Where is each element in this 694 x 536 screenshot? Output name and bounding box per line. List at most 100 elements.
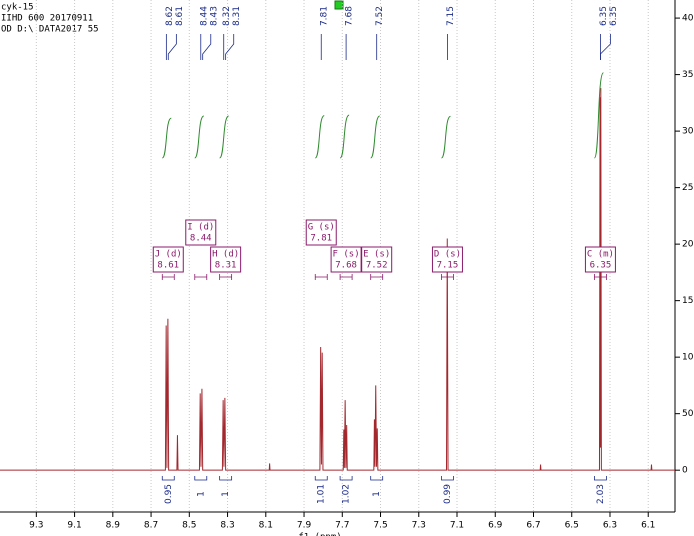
y-tick-label: 200 — [682, 240, 694, 250]
integral-curve — [314, 115, 325, 159]
integral-label: 1 — [196, 491, 206, 497]
header-text: IIHD 600 20170911 — [1, 14, 93, 24]
x-tick-label: 8.3 — [220, 521, 234, 531]
multiplet-label: J (d) — [155, 250, 182, 260]
x-tick-label: 8.9 — [106, 521, 121, 531]
integral-curve — [593, 72, 604, 159]
integral-bracket — [370, 476, 384, 481]
peak-connector — [202, 34, 212, 60]
multiplet-shift: 6.35 — [590, 261, 612, 271]
peak-label: 8.31 — [232, 6, 242, 26]
multiplet-box — [185, 219, 217, 246]
y-tick-label: 50 — [682, 409, 694, 419]
multiplet-box — [431, 246, 463, 273]
multiplet-label: D (s) — [434, 250, 461, 260]
x-tick-label: 8.1 — [259, 521, 273, 531]
multiplet-shift: 8.31 — [215, 261, 237, 271]
x-tick-label: 8.5 — [182, 521, 196, 531]
y-tick-label: 100 — [682, 353, 694, 363]
y-tick-label: 150 — [682, 296, 694, 306]
integral-label: 1.01 — [317, 484, 327, 504]
integral-curve — [339, 114, 350, 159]
x-axis-label: f1 (ppm) — [298, 533, 341, 536]
x-tick-label: 7.3 — [412, 521, 426, 531]
peak-connector — [225, 34, 235, 60]
x-tick-label: 6.3 — [603, 521, 617, 531]
multiplet-shift: 7.81 — [310, 234, 332, 244]
multiplet-label: I (d) — [187, 223, 214, 233]
peak-label: 6.35 — [599, 6, 609, 26]
multiplet-range — [161, 274, 175, 280]
multiplet-range — [194, 274, 208, 280]
integral-bracket — [314, 476, 328, 481]
y-tick-label: 300 — [682, 127, 694, 137]
x-tick-label: 6.7 — [526, 521, 540, 531]
integral-curve — [161, 117, 172, 159]
multiplet-range — [370, 274, 384, 280]
y-tick-label: 400 — [682, 14, 694, 24]
integral-bracket — [594, 476, 607, 481]
integral-bracket — [194, 476, 208, 481]
multiplet-range — [594, 274, 607, 280]
peak-label: 8.61 — [175, 6, 185, 26]
multiplet-range — [339, 274, 353, 280]
multiplet-box — [361, 246, 393, 273]
multiplet-box — [330, 246, 362, 273]
integral-label: 2.03 — [596, 484, 606, 504]
peak-label: 8.44 — [199, 6, 209, 26]
integral-label: 1 — [221, 491, 231, 497]
peak-connector — [600, 34, 611, 60]
multiplet-range — [441, 274, 454, 280]
peak-label: 8.43 — [209, 6, 219, 26]
multiplet-box — [584, 246, 616, 273]
multiplet-shift: 7.68 — [335, 261, 357, 271]
x-tick-label: 6.1 — [641, 521, 655, 531]
peak-connector — [167, 34, 177, 60]
x-tick-label: 7.1 — [450, 521, 464, 531]
multiplet-shift: 7.15 — [437, 261, 459, 271]
integral-curve — [370, 115, 381, 159]
peak-label: 6.35 — [609, 6, 619, 26]
multiplet-label: E (s) — [363, 250, 390, 260]
x-tick-label: 6.5 — [565, 521, 579, 531]
multiplet-shift: 8.61 — [157, 261, 179, 271]
peak-label: 7.81 — [320, 6, 330, 26]
integral-curve — [194, 115, 205, 159]
x-tick-label: 7.9 — [297, 521, 312, 531]
peak-label: 7.52 — [375, 6, 385, 26]
multiplet-shift: 7.52 — [366, 261, 388, 271]
multiplet-box — [305, 219, 337, 246]
integral-bracket — [339, 476, 353, 481]
peak-label: 7.15 — [446, 6, 456, 26]
integral-label: 1 — [372, 491, 382, 497]
header-text: cyk-15 — [1, 3, 34, 13]
multiplet-label: H (d) — [212, 250, 239, 260]
x-tick-label: 8.7 — [144, 521, 158, 531]
integral-label: 1.02 — [342, 484, 352, 504]
multiplet-box — [210, 246, 242, 273]
x-tick-label: 9.3 — [29, 521, 43, 531]
integral-label: 0.99 — [443, 484, 453, 504]
peak-label: 8.32 — [222, 6, 232, 26]
integral-curve — [219, 115, 230, 159]
multiplet-box — [152, 246, 184, 273]
peak-label: 7.68 — [345, 6, 355, 26]
multiplet-label: C (m) — [587, 250, 614, 260]
multiplet-range — [219, 274, 233, 280]
integral-bracket — [219, 476, 233, 481]
marker-square — [334, 0, 344, 10]
header-text: OD D:\ DATA2017 55 — [1, 25, 99, 35]
y-tick-label: 350 — [682, 70, 694, 80]
integral-curve — [440, 115, 451, 159]
x-tick-label: 6.9 — [488, 521, 503, 531]
multiplet-label: G (s) — [308, 223, 335, 233]
integral-bracket — [161, 476, 175, 481]
x-tick-label: 7.5 — [373, 521, 387, 531]
multiplet-range — [314, 274, 328, 280]
integral-bracket — [441, 476, 454, 481]
peak-label: 8.62 — [165, 6, 175, 26]
y-tick-label: 0 — [682, 466, 688, 476]
spectrum-line — [0, 88, 675, 471]
